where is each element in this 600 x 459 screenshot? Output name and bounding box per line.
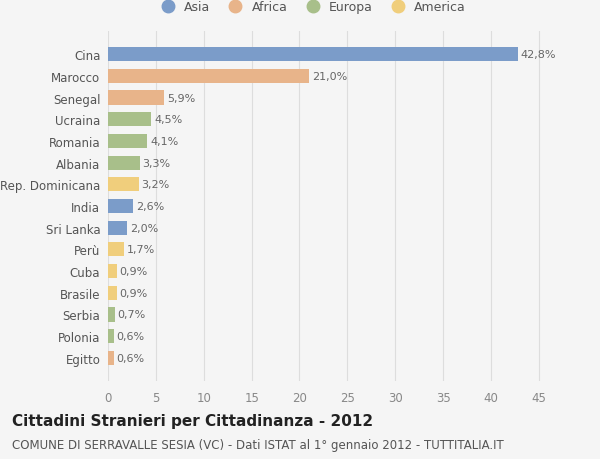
Bar (108, 113, 151, 127)
Text: 1,7%: 1,7% (127, 245, 155, 255)
Bar (108, 91, 164, 106)
Bar (108, 70, 309, 84)
Text: 0,7%: 0,7% (118, 310, 146, 320)
Text: 0,9%: 0,9% (119, 288, 148, 298)
Text: 2,0%: 2,0% (130, 223, 158, 233)
Text: COMUNE DI SERRAVALLE SESIA (VC) - Dati ISTAT al 1° gennaio 2012 - TUTTITALIA.IT: COMUNE DI SERRAVALLE SESIA (VC) - Dati I… (12, 438, 504, 451)
Text: 4,5%: 4,5% (154, 115, 182, 125)
Bar (108, 330, 114, 343)
Legend: Asia, Africa, Europa, America: Asia, Africa, Europa, America (151, 0, 470, 19)
Text: 3,3%: 3,3% (142, 158, 170, 168)
Text: 2,6%: 2,6% (136, 202, 164, 212)
Text: 3,2%: 3,2% (142, 180, 170, 190)
Text: 42,8%: 42,8% (521, 50, 556, 60)
Bar (108, 243, 124, 257)
Bar (108, 48, 518, 62)
Text: 0,6%: 0,6% (116, 353, 145, 363)
Text: Cittadini Stranieri per Cittadinanza - 2012: Cittadini Stranieri per Cittadinanza - 2… (12, 413, 373, 428)
Bar (108, 286, 116, 300)
Bar (108, 156, 140, 170)
Text: 0,6%: 0,6% (116, 331, 145, 341)
Bar (108, 178, 139, 192)
Text: 21,0%: 21,0% (312, 72, 347, 82)
Text: 5,9%: 5,9% (167, 93, 196, 103)
Bar (108, 308, 115, 322)
Text: 4,1%: 4,1% (150, 137, 178, 146)
Bar (108, 134, 147, 149)
Bar (108, 221, 127, 235)
Text: 0,9%: 0,9% (119, 267, 148, 276)
Bar (108, 200, 133, 213)
Bar (108, 351, 114, 365)
Bar (108, 264, 116, 279)
